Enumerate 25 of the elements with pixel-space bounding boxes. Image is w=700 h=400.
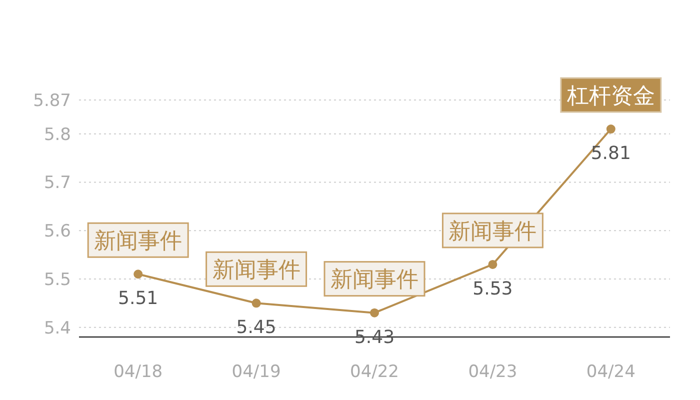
data-label: 5.81: [590, 143, 631, 164]
data-label: 5.53: [472, 278, 513, 300]
annotation: 新闻事件: [94, 229, 182, 254]
x-tick-label: 04/24: [586, 362, 636, 382]
point: [252, 298, 261, 308]
y-tick-label: 5.5: [44, 270, 71, 290]
annotation: 杠杆资金: [566, 84, 655, 109]
y-tick-label: 5.6: [44, 222, 71, 242]
annotation: 新闻事件: [448, 219, 537, 244]
y-tick-label: 5.4: [44, 318, 71, 338]
data-label: 5.51: [118, 288, 158, 310]
y-tick-label: 5.8: [44, 124, 71, 145]
point: [370, 308, 379, 318]
annotation: 新闻事件: [212, 258, 300, 284]
point: [606, 124, 616, 134]
x-tick-label: 04/18: [114, 362, 163, 382]
data-label: 5.45: [236, 317, 276, 338]
x-tick-label: 04/23: [468, 362, 518, 382]
point: [134, 270, 143, 279]
y-tick-label: 5.87: [33, 90, 71, 111]
x-tick-label: 04/22: [350, 362, 399, 382]
annotation: 新闻事件: [330, 268, 418, 293]
y-tick-label: 5.7: [44, 173, 71, 194]
x-tick-label: 04/19: [232, 362, 281, 382]
point: [488, 260, 498, 269]
